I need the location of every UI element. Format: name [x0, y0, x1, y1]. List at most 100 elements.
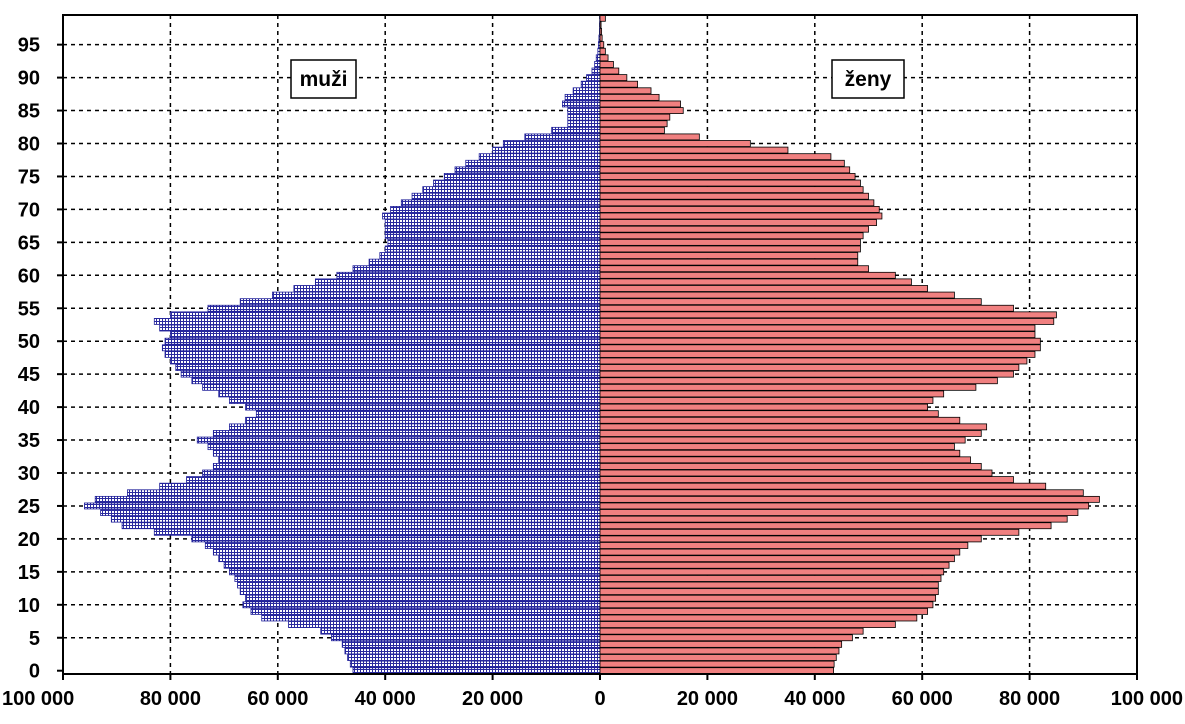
bar-female-age-23: [599, 515, 1068, 523]
bar-male-age-33: [212, 449, 601, 457]
annotation-box-right: [831, 59, 905, 99]
bar-female-age-80: [599, 140, 751, 147]
bar-female-age-17: [599, 555, 955, 563]
bar-female-age-64: [599, 245, 861, 253]
bar-female-age-90: [599, 74, 628, 82]
bar-female-age-97: [599, 28, 603, 35]
bar-male-age-25: [84, 502, 601, 510]
bar-male-age-14: [234, 575, 601, 582]
bar-male-age-30: [202, 469, 601, 477]
bar-male-age-44: [191, 377, 601, 385]
y-tick-label-0: 0: [29, 661, 40, 683]
bar-male-age-63: [379, 252, 601, 259]
bar-male-age-56: [239, 298, 601, 306]
bar-female-age-52: [599, 324, 1036, 332]
x-tick-label-7: 40 000: [784, 688, 845, 710]
bar-male-age-9: [250, 608, 601, 615]
bar-male-age-15: [229, 568, 601, 576]
bar-female-age-36: [599, 430, 982, 437]
bar-male-age-12: [239, 588, 601, 596]
y-tick-label-4: 20: [18, 529, 40, 551]
x-tick-label-9: 80 000: [999, 688, 1060, 710]
bar-male-age-53: [153, 318, 601, 325]
bar-male-age-24: [100, 509, 601, 516]
bar-male-age-2: [347, 654, 601, 661]
bar-male-age-45: [180, 370, 601, 378]
bar-female-age-8: [599, 614, 918, 622]
bar-female-age-77: [599, 159, 845, 167]
bar-male-age-82: [551, 126, 601, 134]
bar-female-age-89: [599, 80, 638, 88]
bar-male-age-46: [175, 364, 601, 371]
bar-male-age-17: [218, 555, 601, 563]
bar-male-age-37: [229, 423, 601, 431]
bar-male-age-49: [161, 344, 601, 352]
bar-female-age-38: [599, 416, 961, 424]
bar-male-age-66: [384, 232, 601, 240]
bar-male-age-61: [352, 265, 601, 273]
bar-female-age-67: [599, 225, 869, 233]
bar-female-age-27: [599, 489, 1084, 497]
bar-male-age-36: [212, 430, 601, 437]
bar-female-age-1: [599, 660, 835, 668]
bar-male-age-69: [382, 212, 601, 220]
bar-female-age-40: [599, 403, 928, 411]
bar-male-age-76: [454, 166, 601, 174]
bar-female-age-71: [599, 199, 875, 207]
bar-male-age-7: [288, 621, 601, 628]
bar-female-age-25: [599, 502, 1090, 510]
y-tick-label-16: 80: [18, 134, 40, 156]
bar-male-age-84: [567, 113, 601, 121]
bar-male-age-5: [331, 634, 601, 642]
bar-female-age-74: [599, 179, 861, 187]
y-tick-labels: 0 5 10 15 20 25 30 35 40 45 50 55 60 65 70 75 80 85 90 95: [18, 35, 40, 683]
bar-female-age-46: [599, 364, 1020, 371]
bar-male-age-60: [336, 271, 601, 279]
y-tick-label-9: 45: [18, 364, 40, 386]
bar-male-age-70: [390, 206, 601, 213]
bar-male-age-57: [272, 291, 601, 299]
bar-female-age-39: [599, 410, 939, 418]
bar-female-age-54: [599, 311, 1057, 319]
bar-male-age-54: [169, 311, 601, 319]
bar-female-age-19: [599, 542, 969, 549]
bar-male-age-41: [229, 397, 601, 404]
bar-female-age-2: [599, 654, 837, 661]
bar-male-age-8: [261, 614, 601, 622]
bar-male-age-32: [218, 456, 601, 464]
bar-male-age-74: [433, 179, 601, 187]
bar-female-age-98: [599, 21, 602, 29]
bar-male-age-67: [384, 225, 601, 233]
bar-male-age-21: [153, 528, 601, 536]
bar-male-age-34: [207, 443, 601, 451]
bar-female-age-61: [599, 265, 869, 273]
bar-female-age-26: [599, 495, 1100, 503]
bar-male-age-31: [212, 463, 601, 470]
y-tick-label-13: 65: [18, 232, 40, 254]
bar-male-age-59: [314, 278, 601, 286]
bar-female-age-43: [599, 383, 977, 391]
bar-female-age-63: [599, 252, 859, 259]
bar-male-age-93: [595, 54, 601, 62]
bar-female-age-3: [599, 647, 840, 655]
bar-male-age-1: [349, 660, 601, 668]
bars-layer: [84, 14, 1100, 675]
x-tick-label-5: 0: [594, 688, 605, 710]
bar-male-age-11: [245, 594, 601, 602]
bar-male-age-38: [245, 416, 601, 424]
bar-female-age-5: [599, 634, 853, 642]
bar-male-age-85: [567, 107, 601, 114]
bar-female-age-9: [599, 608, 928, 615]
bar-male-age-77: [465, 159, 601, 167]
bar-female-age-66: [599, 232, 864, 240]
bar-male-age-64: [384, 245, 601, 253]
bar-female-age-72: [599, 192, 869, 200]
bar-female-age-42: [599, 390, 945, 398]
bar-male-age-91: [591, 67, 601, 75]
bar-male-age-18: [212, 548, 601, 556]
bar-female-age-0: [599, 667, 834, 675]
bar-female-age-68: [599, 219, 877, 226]
bar-male-age-16: [223, 561, 601, 569]
bar-male-age-78: [478, 153, 601, 161]
bar-male-age-6: [320, 627, 601, 635]
